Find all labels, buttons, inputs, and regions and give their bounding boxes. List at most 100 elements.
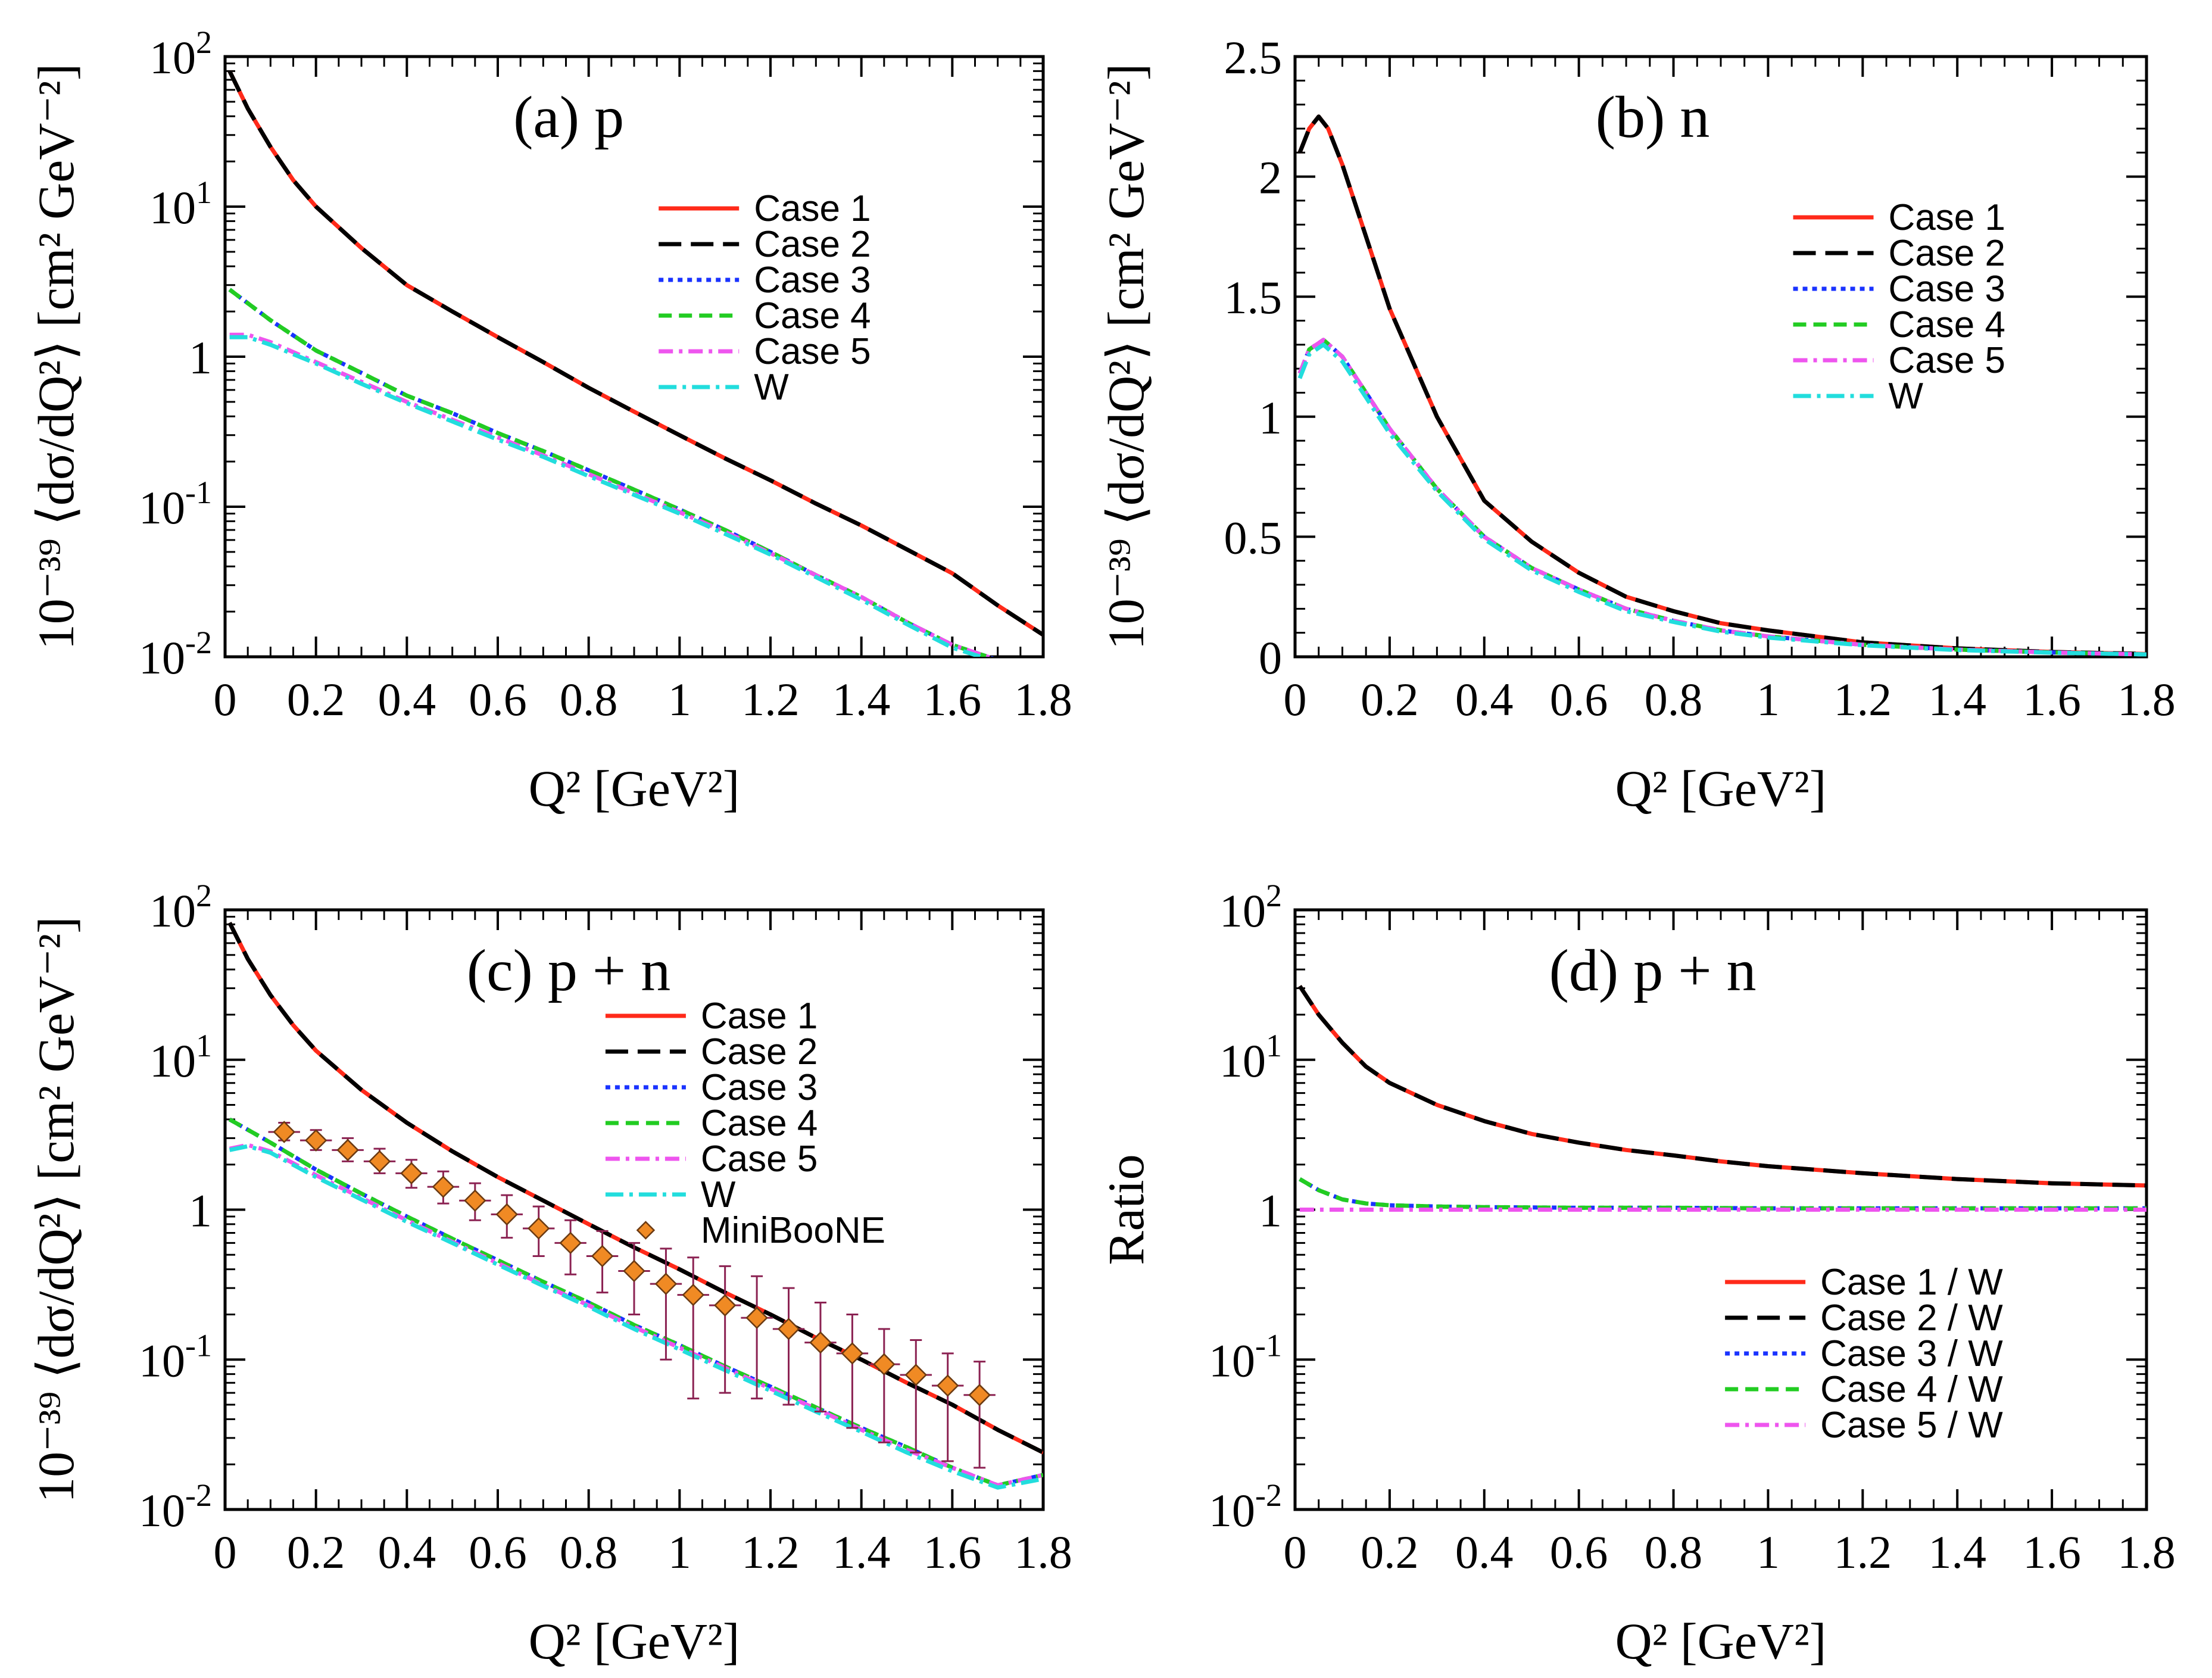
series-line-case-2 [1297, 114, 2147, 656]
legend-label: Case 3 / W [1820, 1333, 2003, 1374]
panel-d: 0 0.2 0.4 0.6 0.8 1 1.2 1.4 1.6 1.8 102 101 1 10-1 10-… [1097, 878, 2176, 1670]
data-point [936, 1374, 959, 1397]
x-tick-label: 1.4 [832, 1526, 891, 1578]
x-tick-label: 1.6 [924, 1526, 982, 1578]
x-tick-label: 0.8 [1645, 1526, 1703, 1578]
legend-item: Case 5 [1793, 340, 2005, 381]
x-tick-label: 0 [1284, 1526, 1307, 1578]
legend-item: Case 2 [659, 224, 871, 265]
miniboone-points [268, 1121, 996, 1469]
x-tick-label: 1.2 [741, 1526, 800, 1578]
data-point [368, 1150, 391, 1173]
data-point [559, 1231, 582, 1255]
data-point [527, 1217, 550, 1240]
data-point [777, 1318, 800, 1340]
panel-title: (c) p + n [467, 937, 670, 1003]
x-tick-label: 0.6 [1550, 673, 1608, 725]
panel-c: 0 0.2 0.4 0.6 0.8 1 1.2 1.4 1.6 1.8 102 101 1 10-1 10-… [27, 878, 1072, 1670]
x-tick-label: 0.6 [469, 673, 527, 725]
series-group [227, 922, 1043, 1490]
data-point [841, 1342, 864, 1365]
x-tick-label: 1.6 [2023, 673, 2081, 725]
panel-title: (b) n [1596, 84, 1710, 150]
y-tick-label: 1 [1259, 392, 1282, 444]
x-tick-label: 1.4 [832, 673, 891, 725]
y-tick-label: 10-2 [139, 1477, 212, 1536]
legend-item: Case 5 [605, 1139, 818, 1180]
legend-item: Case 3 [659, 260, 871, 301]
data-point [968, 1384, 991, 1406]
series-line-case-4 [1297, 338, 2147, 657]
y-tick-label: 10-1 [1209, 1327, 1282, 1386]
data-point [432, 1175, 455, 1198]
x-tick-label: 1.2 [741, 673, 800, 725]
legend-label: W [1889, 376, 1924, 417]
data-point [623, 1259, 645, 1283]
panel-b: 0 0.2 0.4 0.6 0.8 1 1.2 1.4 1.6 1.8 0 0.5 1 1.5 2 2.5 Q²… [1097, 32, 2176, 817]
data-point [591, 1245, 614, 1268]
y-tick-label: 10-1 [139, 475, 212, 534]
data-point [304, 1129, 327, 1152]
data-point [682, 1283, 705, 1306]
data-point [745, 1306, 768, 1329]
legend-label: Case 2 [1889, 233, 2005, 274]
legend-label: Case 4 [701, 1103, 818, 1144]
legend-label: Case 1 [1889, 197, 2005, 238]
x-tick-label: 0 [214, 1526, 237, 1578]
x-tick-label: 1 [668, 1526, 691, 1578]
y-tick-label: 1 [1259, 1185, 1282, 1237]
legend-item: Case 1 [605, 996, 818, 1037]
x-tick-label: 0.4 [1455, 1526, 1514, 1578]
series-group [227, 70, 1043, 657]
data-point [904, 1364, 928, 1386]
series-line-case-2 [227, 922, 1043, 1455]
legend-label: Case 3 [1889, 269, 2005, 310]
x-tick-label: 0.4 [378, 1526, 436, 1578]
legend-label: Case 1 [701, 996, 818, 1037]
x-tick-label: 0 [1284, 673, 1307, 725]
legend-item: Case 4 [605, 1103, 818, 1144]
x-axis-label: Q² [GeV²] [529, 760, 740, 817]
series-line-case-1 [227, 70, 1043, 637]
legend-label: Case 4 / W [1820, 1369, 2003, 1410]
legend-label: W [701, 1174, 736, 1215]
series-line-case-3 [228, 1117, 1043, 1487]
data-point [336, 1139, 359, 1162]
x-tick-label: 0.4 [378, 673, 436, 725]
legend-item: Case 1 [1793, 197, 2005, 238]
x-tick-label: 1 [1757, 673, 1780, 725]
series-line-w [229, 335, 988, 657]
x-tick-label: 0.6 [1550, 1526, 1608, 1578]
legend-label: Case 2 [701, 1031, 818, 1072]
x-tick-label: 1.8 [2117, 673, 2176, 725]
legend-item: Case 3 [1793, 269, 2005, 310]
series-line-w [229, 1144, 1043, 1490]
legend-item: Case 4 [659, 295, 871, 336]
series-line-case-5 [1297, 338, 2147, 657]
panel-title: (d) p + n [1549, 937, 1757, 1003]
y-tick-label: 1 [189, 1185, 212, 1237]
series-line-case-1-w [1297, 985, 2147, 1188]
y-tick-label: 1 [189, 332, 212, 383]
x-axis-label: Q² [GeV²] [1615, 1612, 1827, 1670]
data-point [809, 1331, 832, 1354]
legend-label: Case 2 [754, 224, 871, 265]
x-tick-label: 0.2 [287, 1526, 345, 1578]
legend-swatch [636, 1221, 656, 1240]
y-tick-label: 10-2 [139, 625, 212, 684]
legend-item: W [605, 1174, 736, 1215]
x-tick-label: 0.8 [560, 673, 618, 725]
legend-item: Case 1 [659, 188, 871, 229]
legend-label: Case 2 / W [1820, 1298, 2003, 1339]
legend-item: Case 1 / W [1725, 1262, 2003, 1303]
legend-item: Case 4 / W [1725, 1369, 2003, 1410]
panel-title: (a) p [513, 84, 624, 150]
data-point [464, 1189, 486, 1212]
y-tick-label: 102 [1219, 878, 1282, 937]
x-tick-label: 1.4 [1928, 1526, 1986, 1578]
legend-item: Case 4 [1793, 304, 2005, 345]
legend-item: Case 2 / W [1725, 1298, 2003, 1339]
x-tick-label: 1.6 [2023, 1526, 2081, 1578]
